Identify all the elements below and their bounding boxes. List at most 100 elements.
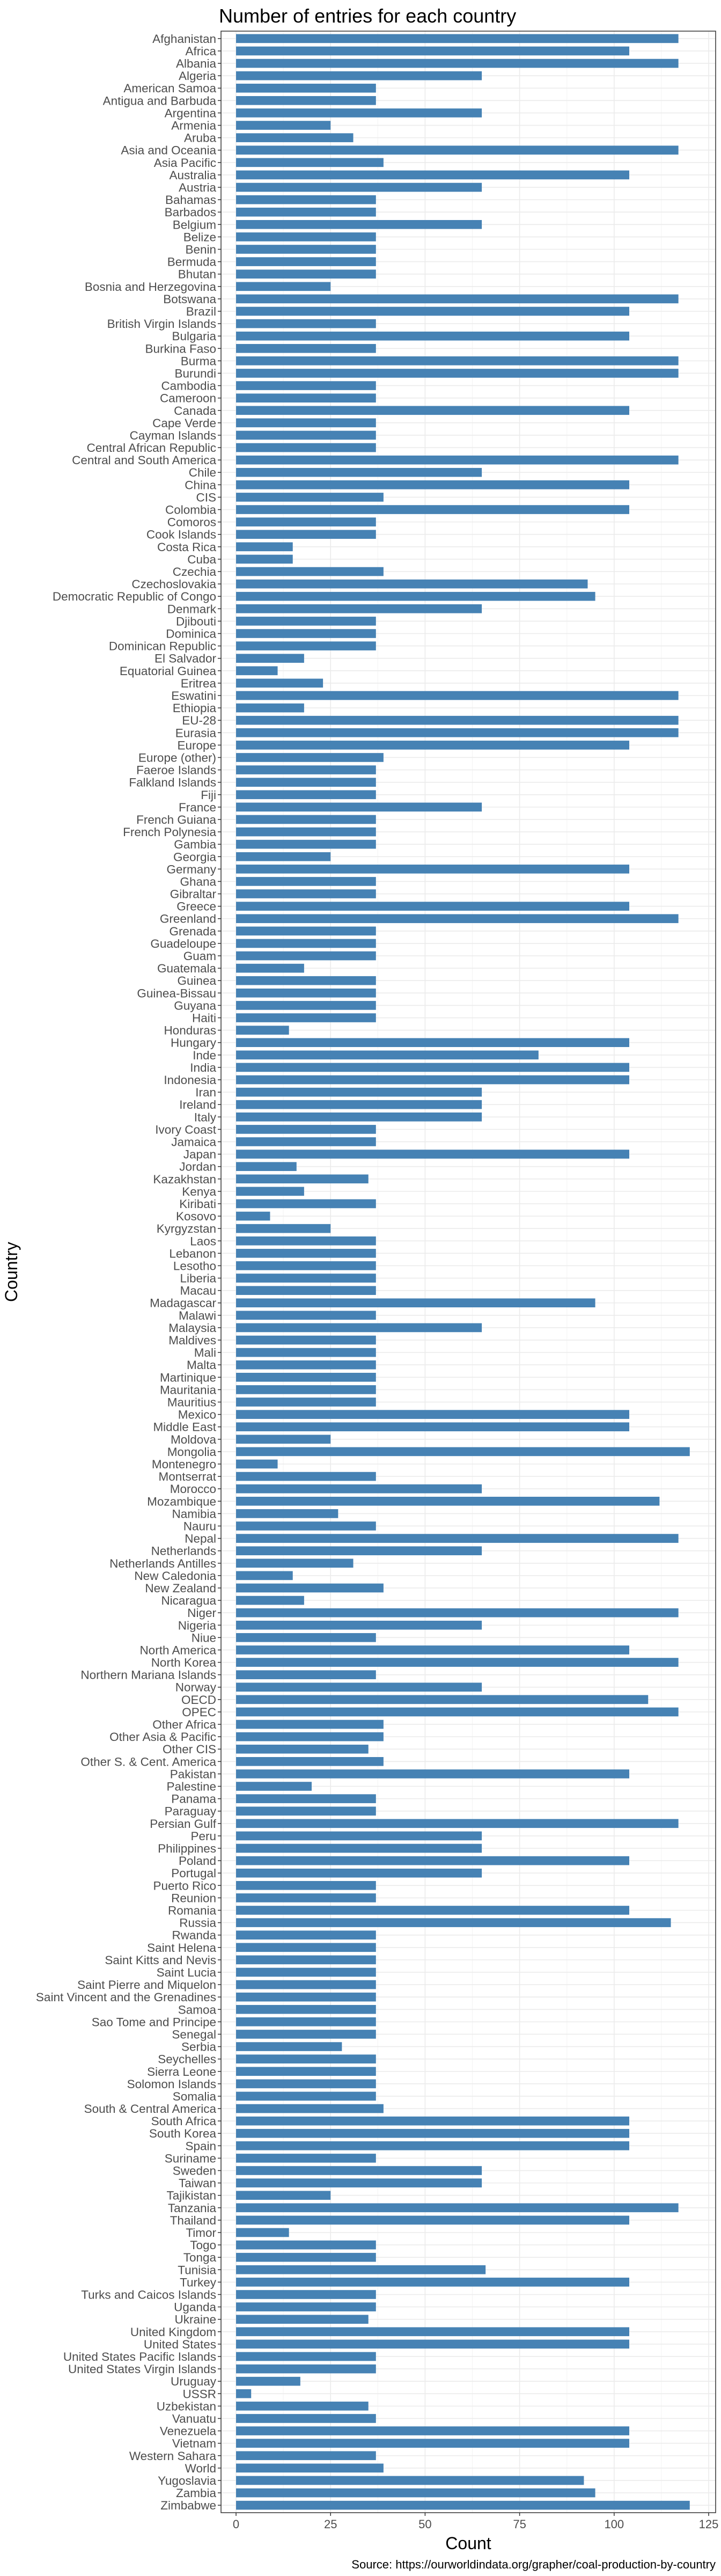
bar: [236, 802, 482, 812]
y-tick-label: EU-28: [182, 714, 216, 727]
bar: [236, 1050, 539, 1060]
y-tick-label: Armenia: [171, 119, 216, 133]
bar: [236, 1261, 376, 1270]
y-tick-label: India: [190, 1061, 216, 1074]
bar: [236, 2402, 369, 2411]
y-tick-label: Costa Rica: [157, 540, 217, 554]
y-tick-label: Netherlands: [151, 1545, 216, 1558]
bar: [236, 1558, 354, 1568]
y-tick-label: Taiwan: [179, 2177, 216, 2190]
bar: [236, 1769, 629, 1779]
bar: [236, 1546, 482, 1555]
y-tick-label: Barbados: [165, 206, 216, 219]
bar: [236, 1707, 679, 1717]
y-tick-label: Asia Pacific: [154, 156, 216, 170]
y-tick-label: Faeroe Islands: [136, 764, 216, 777]
bar: [236, 839, 376, 849]
bar: [236, 1484, 482, 1494]
bar: [236, 406, 629, 415]
bar: [236, 963, 304, 973]
y-tick-label: Puerto Rico: [153, 1879, 216, 1892]
y-tick-label: OPEC: [182, 1706, 216, 1719]
y-tick-label: Greenland: [160, 912, 216, 926]
bar: [236, 319, 376, 328]
y-tick-label: Djibouti: [176, 614, 216, 628]
bar: [236, 629, 376, 638]
bar: [236, 926, 376, 936]
y-tick-label: Bulgaria: [172, 330, 216, 343]
bar: [236, 815, 376, 824]
y-tick-label: Botswana: [163, 292, 216, 306]
y-axis-title: Country: [2, 1242, 21, 1302]
y-tick-label: Martinique: [160, 1371, 216, 1384]
bar: [236, 741, 629, 750]
y-tick-label: Malta: [187, 1358, 217, 1372]
bar: [236, 1744, 369, 1754]
y-tick-label: Indonesia: [164, 1073, 216, 1087]
bar: [236, 34, 679, 43]
x-axis-title: Count: [445, 2534, 491, 2553]
y-tick-label: Niue: [192, 1631, 216, 1644]
y-tick-label: Portugal: [171, 1867, 216, 1880]
y-tick-label: Persian Gulf: [150, 1817, 217, 1831]
bar: [236, 678, 323, 688]
bar: [236, 170, 629, 180]
y-tick-label: Aruba: [184, 131, 217, 145]
bar: [236, 1274, 376, 1283]
y-tick-label: Denmark: [167, 602, 217, 616]
y-tick-label: Nepal: [185, 1532, 216, 1546]
bar: [236, 369, 679, 378]
bar: [236, 331, 629, 341]
bar: [236, 2389, 252, 2398]
y-tick-label: Uganda: [174, 2301, 216, 2314]
bar: [236, 2215, 629, 2225]
bar: [236, 1534, 679, 1543]
bar: [236, 889, 376, 898]
y-tick-label: Algeria: [179, 69, 217, 83]
y-tick-label: North Korea: [151, 1656, 217, 1670]
bar: [236, 567, 384, 576]
y-tick-label: Guatemala: [157, 962, 217, 975]
chart-title: Number of entries for each country: [219, 5, 516, 27]
y-tick-label: Sweden: [173, 2164, 216, 2178]
y-tick-label: Saint Vincent and the Grenadines: [36, 1990, 216, 2004]
bar: [236, 393, 376, 402]
y-tick-label: Falkland Islands: [129, 776, 216, 789]
bar: [236, 1645, 629, 1655]
y-tick-label: Vanuatu: [172, 2412, 216, 2425]
y-tick-label: Other CIS: [163, 1743, 216, 1756]
bar: [236, 1472, 376, 1481]
x-tick-label: 75: [513, 2518, 526, 2531]
bar: [236, 604, 482, 613]
y-tick-label: Liberia: [180, 1272, 216, 1285]
y-tick-label: Central and South America: [72, 453, 216, 467]
y-tick-label: Equatorial Guinea: [120, 664, 217, 678]
bar: [236, 145, 679, 155]
bar: [236, 83, 376, 93]
y-tick-label: Brazil: [186, 305, 216, 318]
y-tick-label: Kyrgyzstan: [157, 1222, 216, 1235]
y-tick-label: South & Central America: [84, 2102, 217, 2116]
y-tick-label: Turkey: [180, 2275, 217, 2289]
bar: [236, 2290, 376, 2299]
bar: [236, 108, 482, 118]
y-tick-label: Cambodia: [161, 379, 216, 393]
bar: [236, 2067, 376, 2076]
y-tick-label: Montserrat: [158, 1470, 216, 1483]
y-tick-label: New Caledonia: [134, 1569, 216, 1583]
y-tick-label: Dominica: [166, 627, 216, 641]
bar: [236, 1311, 376, 1320]
bar: [236, 1211, 270, 1221]
bar: [236, 2302, 376, 2311]
y-tick-label: Russia: [179, 1916, 216, 1930]
y-tick-label: Kazakhstan: [153, 1173, 216, 1186]
bar: [236, 443, 376, 452]
y-tick-label: World: [185, 2462, 216, 2475]
y-tick-label: Other S. & Cent. America: [80, 1755, 216, 1768]
bar: [236, 2315, 369, 2324]
bar: [236, 1620, 482, 1630]
bar: [236, 2141, 629, 2150]
y-tick-label: Argentina: [165, 106, 217, 120]
bar: [236, 455, 679, 465]
bar: [236, 1187, 304, 1196]
